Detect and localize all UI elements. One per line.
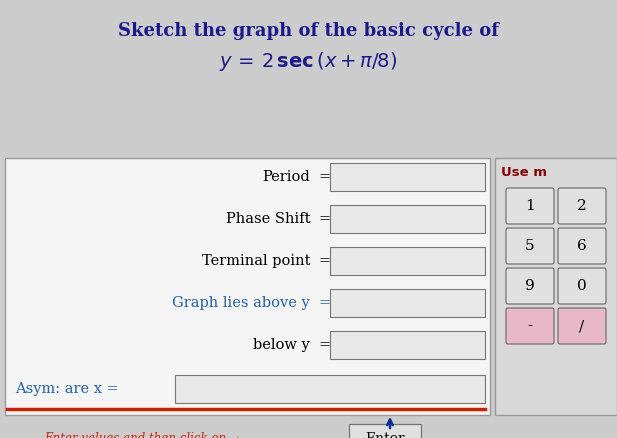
- FancyBboxPatch shape: [506, 308, 554, 344]
- FancyBboxPatch shape: [558, 188, 606, 224]
- Text: Enter values and then click on →: Enter values and then click on →: [44, 432, 240, 438]
- Text: =: =: [318, 254, 330, 268]
- FancyBboxPatch shape: [558, 228, 606, 264]
- Text: =: =: [318, 338, 330, 352]
- FancyBboxPatch shape: [558, 308, 606, 344]
- FancyBboxPatch shape: [349, 424, 421, 438]
- Text: below y: below y: [253, 338, 310, 352]
- Text: $y\,=\,2\,\mathbf{sec}\,(x+\pi/8)$: $y\,=\,2\,\mathbf{sec}\,(x+\pi/8)$: [220, 50, 397, 73]
- Text: 9: 9: [525, 279, 535, 293]
- Bar: [5, 158, 490, 415]
- Text: Enter: Enter: [365, 432, 405, 438]
- Bar: [330, 289, 485, 317]
- Text: 1: 1: [525, 199, 535, 213]
- Text: Sketch the graph of the basic cycle of: Sketch the graph of the basic cycle of: [118, 22, 499, 40]
- Text: Asym: are x =: Asym: are x =: [15, 382, 118, 396]
- Bar: [330, 331, 485, 359]
- Bar: [330, 205, 485, 233]
- Text: Phase Shift: Phase Shift: [225, 212, 310, 226]
- FancyBboxPatch shape: [506, 228, 554, 264]
- FancyBboxPatch shape: [506, 188, 554, 224]
- Text: =: =: [318, 296, 330, 310]
- Text: Graph lies above y: Graph lies above y: [172, 296, 310, 310]
- FancyBboxPatch shape: [558, 268, 606, 304]
- Text: =: =: [318, 212, 330, 226]
- Bar: [330, 163, 485, 191]
- Text: 6: 6: [577, 239, 587, 253]
- Text: 0: 0: [577, 279, 587, 293]
- Bar: [330, 247, 485, 275]
- Bar: [175, 375, 485, 403]
- Text: -: -: [528, 319, 532, 333]
- Text: Use m: Use m: [501, 166, 547, 179]
- Text: Terminal point: Terminal point: [202, 254, 310, 268]
- Text: /: /: [579, 319, 584, 333]
- Text: 5: 5: [525, 239, 535, 253]
- Text: =: =: [318, 170, 330, 184]
- Text: Period: Period: [262, 170, 310, 184]
- FancyBboxPatch shape: [506, 268, 554, 304]
- Text: 2: 2: [577, 199, 587, 213]
- Bar: [495, 158, 617, 415]
